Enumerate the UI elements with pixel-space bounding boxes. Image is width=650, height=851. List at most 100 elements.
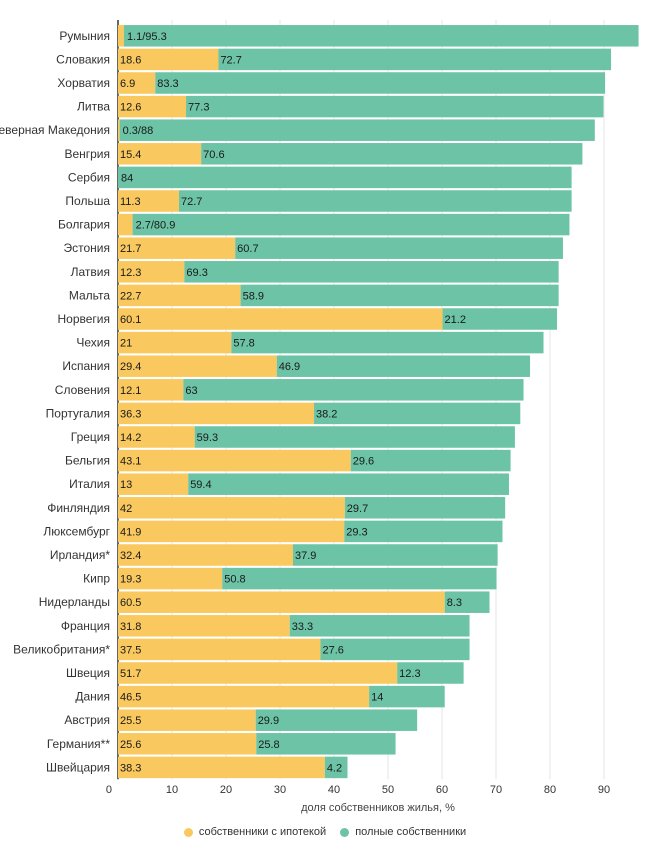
data-label-mortgage: 31.8 <box>120 621 141 633</box>
bar-mortgage <box>118 308 443 330</box>
data-label-mortgage: 29.4 <box>120 361 141 373</box>
bar-full-owner <box>183 379 524 401</box>
bar-full-owner <box>218 48 612 71</box>
x-tick-label: 50 <box>382 784 394 796</box>
data-label-full-owner: 57.8 <box>233 338 254 350</box>
category-label: Дания <box>75 690 110 704</box>
data-label-full-owner: 59.4 <box>190 479 211 491</box>
bar-mortgage <box>118 95 187 118</box>
category-label: Сербия <box>68 170 110 184</box>
bar-full-owner <box>235 237 563 259</box>
bar-full-owner <box>118 166 572 189</box>
bar-mortgage <box>118 756 325 779</box>
data-label-mortgage: 14.2 <box>120 432 141 444</box>
data-label-full-owner: 46.9 <box>279 361 300 373</box>
category-label: Люксембург <box>43 524 110 538</box>
bar-mortgage <box>118 685 370 708</box>
data-label-full-owner: 70.6 <box>203 149 224 161</box>
data-label-mortgage: 46.5 <box>120 692 141 704</box>
data-label-full-owner: 72.7 <box>220 54 241 66</box>
legend: собственники с ипотекой полные собственн… <box>0 826 650 838</box>
data-label-full-owner: 50.8 <box>224 574 245 586</box>
bar-mortgage <box>118 213 133 236</box>
data-label-mortgage: 12.3 <box>120 267 141 279</box>
data-label-full-owner: 72.7 <box>181 196 202 208</box>
category-label: Нидерланды <box>39 595 110 609</box>
data-label-full-owner: 12.3 <box>399 668 420 680</box>
data-label-full-owner: 59.3 <box>197 432 218 444</box>
bar-full-owner <box>350 449 511 472</box>
data-label-full-owner: 60.7 <box>237 243 258 255</box>
data-label-full-owner: 29.3 <box>346 526 367 538</box>
bar-full-owner <box>397 662 464 684</box>
data-label-full-owner: 4.2 <box>327 762 342 774</box>
category-label: Литва <box>77 100 110 114</box>
category-label: Франция <box>61 619 110 633</box>
category-label: Латвия <box>71 265 110 279</box>
category-label: Венгрия <box>64 147 110 161</box>
x-tick-label: 60 <box>436 784 448 796</box>
data-label-full-owner: 77.3 <box>188 102 209 114</box>
category-label: Хорватия <box>57 76 110 90</box>
bar-full-owner <box>444 591 490 613</box>
data-label-full-owner: 69.3 <box>186 267 207 279</box>
category-label: Италия <box>69 477 110 491</box>
data-label-full-owner: 21.2 <box>445 314 466 326</box>
category-label: Испания <box>62 359 110 373</box>
data-label-full-owner: 25.8 <box>258 739 279 751</box>
category-label: Польша <box>65 194 110 208</box>
data-label-mortgage: 13 <box>120 479 132 491</box>
bar-full-owner <box>155 72 606 94</box>
bar-mortgage <box>118 449 351 472</box>
data-label-mortgage: 12.1 <box>120 385 141 397</box>
x-tick-label: 90 <box>598 784 610 796</box>
category-label: Бельгия <box>65 454 110 468</box>
bar-mortgage <box>118 544 293 566</box>
data-label-mortgage: 21.7 <box>120 243 141 255</box>
bar-full-owner <box>255 709 418 731</box>
data-label-full-owner: 33.3 <box>292 621 313 633</box>
data-label-mortgage: 41.9 <box>120 526 141 538</box>
bar-mortgage <box>118 473 189 495</box>
data-label-full-owner: 0.3/88 <box>123 125 154 137</box>
bar-mortgage <box>118 402 315 425</box>
bar-full-owner <box>119 119 595 141</box>
data-label-mortgage: 15.4 <box>120 149 141 161</box>
data-label-full-owner: 8.3 <box>447 597 462 609</box>
bar-full-owner <box>256 733 396 755</box>
data-label-mortgage: 6.9 <box>120 78 135 90</box>
bar-mortgage <box>118 615 290 637</box>
data-label-mortgage: 38.3 <box>120 762 141 774</box>
x-tick-label: 70 <box>490 784 502 796</box>
legend-swatch-mortgage <box>183 827 193 837</box>
bar-mortgage <box>118 190 180 212</box>
bar-full-owner <box>442 308 558 330</box>
bar-full-owner <box>369 685 445 708</box>
bar-full-owner <box>344 497 506 519</box>
x-tick-label: 20 <box>220 784 232 796</box>
data-label-full-owner: 27.6 <box>323 644 344 656</box>
bar-mortgage <box>118 497 345 519</box>
data-label-mortgage: 11.3 <box>120 196 141 208</box>
bar-mortgage <box>118 709 256 731</box>
legend-item-full: полные собственники <box>340 826 466 838</box>
category-label: Греция <box>71 430 110 444</box>
bar-mortgage <box>118 638 321 661</box>
category-label: Португалия <box>46 406 110 420</box>
legend-item-mortgage: собственники с ипотекой <box>183 826 326 838</box>
data-label-full-owner: 14 <box>371 692 383 704</box>
x-tick-label: 80 <box>544 784 556 796</box>
bar-full-owner <box>276 355 531 377</box>
bar-full-owner <box>292 544 498 566</box>
data-label-mortgage: 60.5 <box>120 597 141 609</box>
data-label-full-owner: 38.2 <box>316 408 337 420</box>
bar-mortgage <box>118 426 195 448</box>
bar-mortgage <box>118 48 219 71</box>
data-label-mortgage: 60.1 <box>120 314 141 326</box>
bar-full-owner <box>231 331 544 354</box>
bar-mortgage <box>118 25 124 47</box>
category-label: Северная Македония <box>0 123 110 137</box>
x-tick-label: 40 <box>328 784 340 796</box>
bar-mortgage <box>118 567 223 590</box>
category-label: Швеция <box>66 666 110 680</box>
